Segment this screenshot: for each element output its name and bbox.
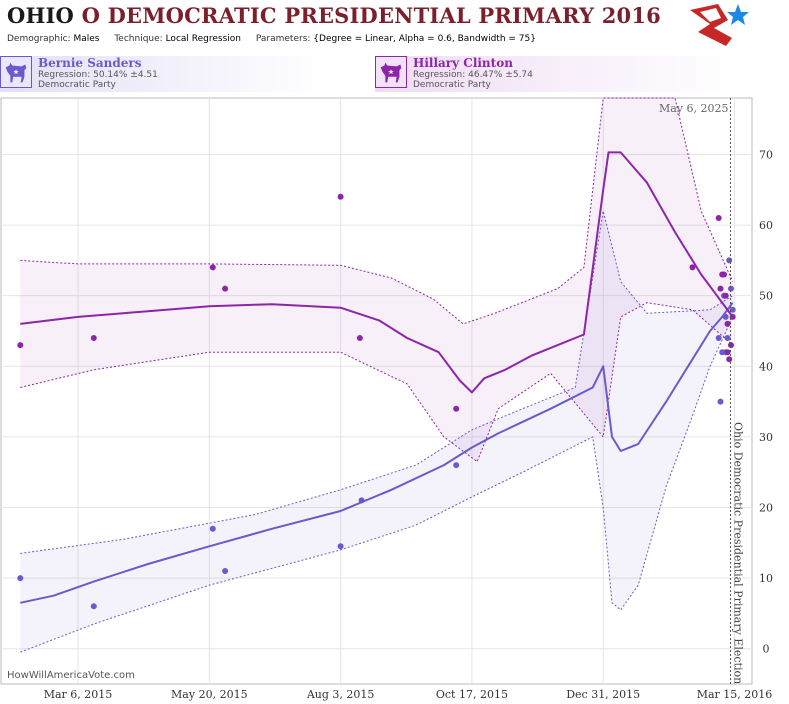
poll-point-0	[715, 335, 722, 341]
poll-point-0	[726, 257, 733, 264]
hwav-star-logo-icon	[690, 4, 749, 46]
poll-point-0	[728, 285, 734, 292]
poll-point-0	[90, 603, 97, 610]
title-state: OHIO	[7, 3, 75, 28]
poll-point-1	[729, 313, 736, 320]
band-lower-0	[20, 316, 734, 653]
sanders-name: Bernie Sanders	[38, 56, 142, 70]
poll-point-1	[356, 335, 363, 341]
clinton-regression: Regression: 46.47% ±5.74	[413, 70, 533, 80]
poll-point-0	[209, 525, 216, 532]
y-tick-label: 20	[759, 501, 773, 514]
y-tick-label: 50	[759, 290, 773, 303]
poll-point-0	[722, 313, 729, 320]
democrat-donkey-icon	[375, 56, 407, 88]
confidence-band-0	[20, 211, 733, 653]
confidence-bands	[20, 97, 734, 653]
y-tick-label: 0	[763, 643, 770, 656]
legend-item-clinton[interactable]: Hillary Clinton Regression: 46.47% ±5.74…	[375, 56, 735, 92]
sanders-regression: Regression: 50.14% ±4.51	[38, 70, 158, 80]
band-lower-1	[20, 302, 734, 463]
date-stamp: May 6, 2025	[659, 102, 729, 115]
poll-point-1	[337, 193, 344, 200]
demographic-label: Demographic:	[7, 34, 71, 44]
poll-point-1	[724, 349, 731, 356]
poll-point-0	[358, 497, 365, 504]
poll-point-1	[726, 356, 733, 363]
poll-point-0	[337, 543, 344, 550]
y-tick-label: 40	[759, 360, 773, 373]
watermark: HowWillAmericaVote.com	[7, 670, 135, 681]
legend-item-sanders[interactable]: Bernie Sanders Regression: 50.14% ±4.51 …	[0, 56, 330, 92]
poll-point-1	[728, 342, 734, 349]
chart-subtitle: Demographic: Males Technique: Local Regr…	[7, 34, 548, 44]
parameters-label: Parameters:	[255, 34, 311, 44]
y-tick-label: 10	[759, 572, 773, 585]
technique-label: Technique:	[114, 34, 163, 44]
poll-point-1	[453, 405, 460, 412]
chart-title: OHIO O DEMOCRATIC PRESIDENTIAL PRIMARY 2…	[7, 3, 661, 28]
y-tick-label: 30	[759, 431, 773, 444]
trend-line-1	[20, 151, 734, 394]
parameters-value: {Degree = Linear, Alpha = 0.6, Bandwidth…	[313, 34, 536, 44]
poll-point-1	[715, 215, 722, 221]
plot-frame	[0, 97, 753, 685]
x-tick-label: Dec 31, 2015	[566, 688, 640, 701]
poll-point-1	[209, 264, 216, 271]
poll-points	[17, 193, 736, 610]
poll-point-0	[222, 568, 229, 574]
x-tick-label: Oct 17, 2015	[436, 688, 508, 701]
poll-point-1	[722, 292, 729, 299]
poll-point-0	[453, 462, 460, 469]
x-tick-label: Mar 15, 2016	[697, 688, 773, 701]
election-label: Ohio Democratic Presidential Primary Ele…	[731, 422, 744, 684]
clinton-party: Democratic Party	[413, 80, 491, 90]
poll-point-1	[17, 342, 24, 349]
y-tick-label: 60	[759, 219, 773, 232]
democrat-donkey-icon	[0, 56, 32, 88]
confidence-band-1	[20, 98, 733, 462]
x-tick-label: Aug 3, 2015	[306, 688, 375, 701]
poll-point-0	[717, 398, 724, 405]
trend-line-0	[20, 302, 734, 604]
trend-lines	[20, 151, 734, 604]
title-text: O DEMOCRATIC PRESIDENTIAL PRIMARY 2016	[81, 3, 661, 28]
demographic-value: Males	[73, 34, 100, 44]
poll-point-1	[717, 285, 724, 292]
poll-point-0	[729, 306, 736, 313]
x-tick-label: May 20, 2015	[171, 688, 248, 701]
poll-point-0	[17, 575, 24, 582]
poll-point-1	[90, 335, 97, 341]
x-tick-label: Mar 6, 2015	[44, 688, 113, 701]
poll-point-1	[724, 320, 731, 327]
band-upper-0	[20, 210, 733, 554]
clinton-name: Hillary Clinton	[413, 56, 513, 70]
poll-point-0	[724, 335, 731, 341]
y-tick-label: 70	[759, 148, 773, 161]
poll-point-1	[689, 264, 696, 271]
technique-value: Local Regression	[165, 34, 241, 44]
poll-point-1	[222, 285, 229, 292]
axes: Mar 6, 2015 May 20, 2015 Aug 3, 2015 Oct 17…	[44, 98, 773, 701]
sanders-party: Democratic Party	[38, 80, 116, 90]
poll-point-1	[721, 271, 727, 278]
